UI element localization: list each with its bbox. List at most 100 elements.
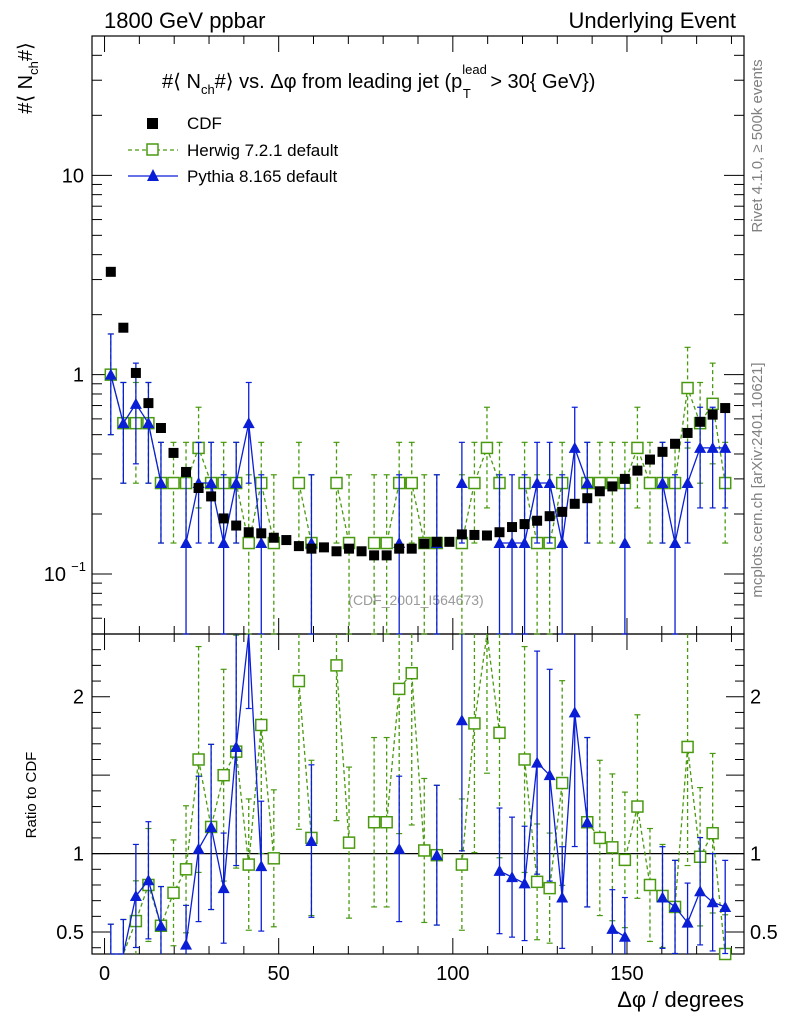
pythia-point: [669, 537, 682, 549]
herwig-ratio-line: [335, 665, 350, 843]
cdf-point: [720, 403, 731, 414]
herwig-ratio-point: [242, 858, 255, 871]
ratio-data-layer: [107, 633, 732, 961]
pythia-point: [568, 441, 581, 453]
analysis-watermark: (CDF_2001_I564673): [348, 592, 483, 608]
cdf-point: [619, 473, 630, 484]
herwig-ratio-point: [555, 776, 569, 790]
herwig-ratio-point: [405, 666, 418, 680]
pythia-point: [556, 537, 569, 549]
cdf-point: [381, 550, 392, 561]
herwig-point: [480, 441, 494, 455]
cdf-point: [607, 481, 618, 492]
cdf-point: [231, 520, 242, 531]
herwig-ratio-point: [606, 841, 619, 854]
pythia-ratio-point: [455, 714, 468, 726]
cdf-point: [707, 409, 718, 420]
herwig-point: [242, 536, 255, 550]
cdf-point: [519, 519, 530, 530]
herwig-point: [330, 476, 343, 490]
herwig-ratio-point: [455, 858, 469, 871]
pythia-ratio-point: [706, 896, 719, 908]
pythia-ratio-point: [180, 938, 193, 950]
pythia-point: [230, 477, 243, 489]
herwig-ratio-point: [418, 844, 431, 857]
ratio-panel-frame: [91, 633, 745, 955]
cdf-point: [356, 546, 367, 557]
cdf-point: [105, 266, 116, 277]
herwig-ratio-point: [593, 831, 607, 845]
y-tick-label: 10: [44, 564, 66, 586]
herwig-ratio-point: [706, 826, 719, 840]
cdf-point: [256, 528, 267, 539]
pythia-point: [104, 368, 117, 380]
cdf-point: [331, 546, 342, 557]
cdf-point: [318, 542, 329, 553]
herwig-ratio-point: [631, 800, 644, 813]
cdf-point: [243, 527, 254, 538]
x-tick-label: 150: [610, 963, 643, 985]
cdf-point: [281, 535, 292, 546]
pythia-ratio-point: [543, 769, 556, 781]
y-tick-label: 1: [73, 365, 84, 387]
x-tick-label: 50: [268, 963, 290, 985]
cdf-point: [682, 427, 693, 438]
pythia-ratio-point: [518, 877, 531, 889]
herwig-ratio-point: [493, 726, 506, 740]
cdf-point: [181, 466, 192, 477]
cdf-point: [507, 522, 518, 533]
herwig-ratio-point: [643, 878, 657, 892]
herwig-ratio-point: [192, 753, 205, 766]
ratio-ticks: 0.5 0.5 1 1 2 2 0 50 100 150: [56, 633, 778, 985]
cdf-point: [644, 454, 655, 465]
herwig-point: [292, 476, 306, 490]
pythia-point: [681, 477, 694, 489]
pythia-point: [242, 417, 255, 429]
pythia-ratio-point: [255, 860, 268, 872]
herwig-ratio-point: [367, 815, 381, 829]
pythia-point: [543, 477, 556, 489]
mcplots-label: mcplots.cern.ch [arXiv:2401.10621]: [749, 362, 766, 597]
herwig-ratio-point: [167, 886, 180, 900]
cdf-point: [544, 511, 555, 522]
pythia-ratio-point: [142, 874, 155, 886]
pythia-point: [117, 417, 130, 429]
pythia-ratio-point: [606, 922, 619, 934]
pythia-point: [217, 537, 230, 549]
herwig-ratio-line: [110, 724, 275, 955]
ratio-y-tick-label-right: 0.5: [750, 922, 778, 944]
cdf-point: [670, 438, 681, 449]
pythia-ratio-point: [681, 916, 694, 928]
herwig-ratio-point: [342, 836, 356, 849]
pythia-ratio-point: [192, 842, 205, 854]
ratio-y-tick-label-right: 2: [750, 687, 761, 709]
herwig-ratio-point: [255, 718, 268, 732]
pythia-ratio-point: [305, 835, 318, 847]
herwig-line: [298, 482, 313, 544]
herwig-ratio-point: [518, 753, 531, 766]
cdf-point: [481, 530, 492, 541]
herwig-ratio-point: [330, 659, 343, 672]
pythia-point: [719, 441, 732, 453]
cdf-point: [569, 498, 580, 509]
herwig-ratio-point: [380, 815, 393, 829]
herwig-point: [631, 441, 644, 455]
main-y-ticks: 10 −1 1 10: [44, 35, 744, 635]
cdf-point: [268, 532, 279, 543]
header-left: 1800 GeV ppbar: [104, 8, 265, 33]
pythia-point: [142, 417, 155, 429]
cdf-point: [155, 423, 166, 434]
pythia-point: [518, 537, 531, 549]
pythia-point: [706, 441, 719, 453]
pythia-ratio-point: [581, 816, 594, 828]
pythia-ratio-point: [506, 871, 519, 883]
pythia-ratio-point: [493, 864, 506, 876]
herwig-ratio-line: [298, 681, 313, 838]
pythia-point: [618, 537, 631, 549]
pythia-point: [493, 537, 506, 549]
cdf-point: [695, 416, 706, 427]
cdf-point: [431, 536, 442, 547]
ratio-y-tick-label-left: 1: [73, 844, 84, 866]
pythia-line: [661, 447, 726, 544]
herwig-ratio-point: [530, 875, 544, 889]
